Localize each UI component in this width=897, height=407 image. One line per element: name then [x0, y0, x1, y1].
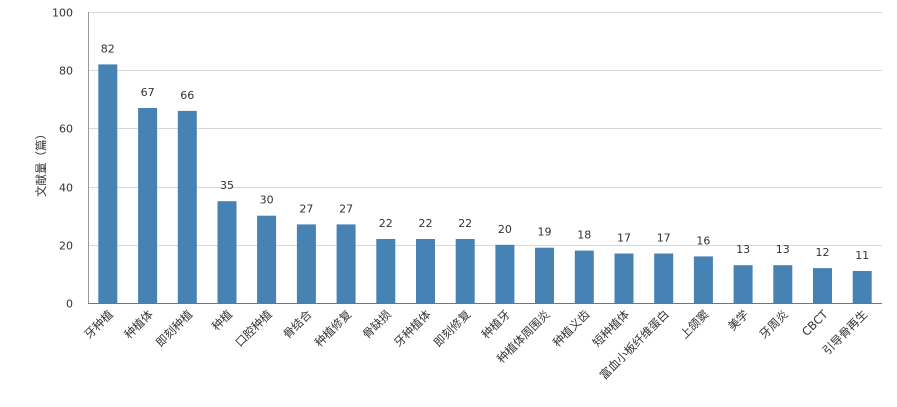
data-label: 30 — [260, 194, 274, 207]
x-tick-label: 口腔种植 — [232, 307, 275, 350]
bar — [177, 110, 197, 304]
bar — [376, 239, 396, 303]
data-label: 19 — [538, 226, 552, 239]
bar — [852, 271, 872, 303]
x-tick-label: CBCT — [799, 307, 831, 339]
y-tick-label: 80 — [59, 65, 73, 78]
data-label: 13 — [776, 243, 790, 256]
bar — [654, 253, 674, 303]
x-tick-label: 牙种植 — [82, 307, 117, 342]
x-tick-label: 骨结合 — [280, 307, 315, 342]
y-tick-label: 20 — [59, 240, 73, 253]
x-tick-label: 即刻修复 — [431, 307, 474, 350]
bar — [336, 224, 356, 303]
bar — [574, 250, 594, 303]
x-tick-label: 骨缺损 — [360, 307, 395, 342]
data-label: 22 — [379, 217, 393, 230]
data-label: 12 — [816, 246, 830, 259]
data-label: 22 — [419, 217, 433, 230]
data-label: 66 — [180, 89, 194, 102]
y-tick-label: 40 — [59, 182, 73, 195]
data-label: 20 — [498, 223, 512, 236]
y-tick-label: 100 — [52, 7, 73, 20]
bar — [614, 253, 634, 303]
data-label: 67 — [141, 86, 155, 99]
y-axis-title: 文献量（篇） — [34, 128, 48, 197]
x-tick-label: 种植 — [209, 307, 236, 334]
bars — [98, 64, 872, 304]
y-tick-label: 0 — [66, 298, 73, 311]
data-label: 11 — [855, 249, 869, 262]
x-tick-label: 种植义齿 — [550, 307, 592, 349]
data-label: 17 — [617, 232, 631, 245]
x-tick-label: 种植修复 — [312, 307, 355, 350]
x-tick-label: 即刻种植 — [153, 307, 196, 350]
bar — [98, 64, 118, 304]
data-labels: 82 67 66 35 30 27 27 22 22 22 20 19 18 17 17 16 13 13 12 11 — [101, 42, 869, 262]
bar — [138, 108, 158, 303]
bar — [733, 265, 753, 303]
y-tick-label: 60 — [59, 123, 73, 136]
y-tick-labels: 0 20 40 60 80 100 — [52, 7, 73, 311]
x-tick-label: 牙种植体 — [391, 307, 434, 350]
x-tick-label: 富血小板纤维蛋白 — [597, 307, 672, 382]
x-tick-label: 美学 — [725, 307, 751, 333]
bar — [773, 265, 793, 303]
bar — [535, 247, 554, 303]
data-label: 16 — [696, 234, 710, 247]
data-label: 22 — [458, 217, 472, 230]
data-label: 18 — [577, 229, 591, 242]
x-tick-label: 种植牙 — [479, 307, 513, 341]
bar — [813, 268, 832, 303]
x-tick-label: 上颌窦 — [677, 307, 711, 341]
x-tick-label: 牙周炎 — [757, 307, 791, 341]
data-label: 13 — [736, 243, 750, 256]
bar — [296, 224, 316, 303]
bar — [455, 239, 475, 303]
bar — [416, 239, 435, 303]
data-label: 35 — [220, 179, 234, 192]
bar — [257, 215, 277, 303]
bar — [693, 256, 713, 303]
data-label: 17 — [657, 232, 671, 245]
x-tick-label: 种植体 — [121, 307, 156, 342]
data-label: 27 — [299, 202, 313, 215]
bar — [217, 201, 237, 303]
data-label: 82 — [101, 42, 115, 55]
bar — [495, 244, 515, 303]
data-label: 27 — [339, 202, 353, 215]
gridlines — [88, 12, 882, 246]
